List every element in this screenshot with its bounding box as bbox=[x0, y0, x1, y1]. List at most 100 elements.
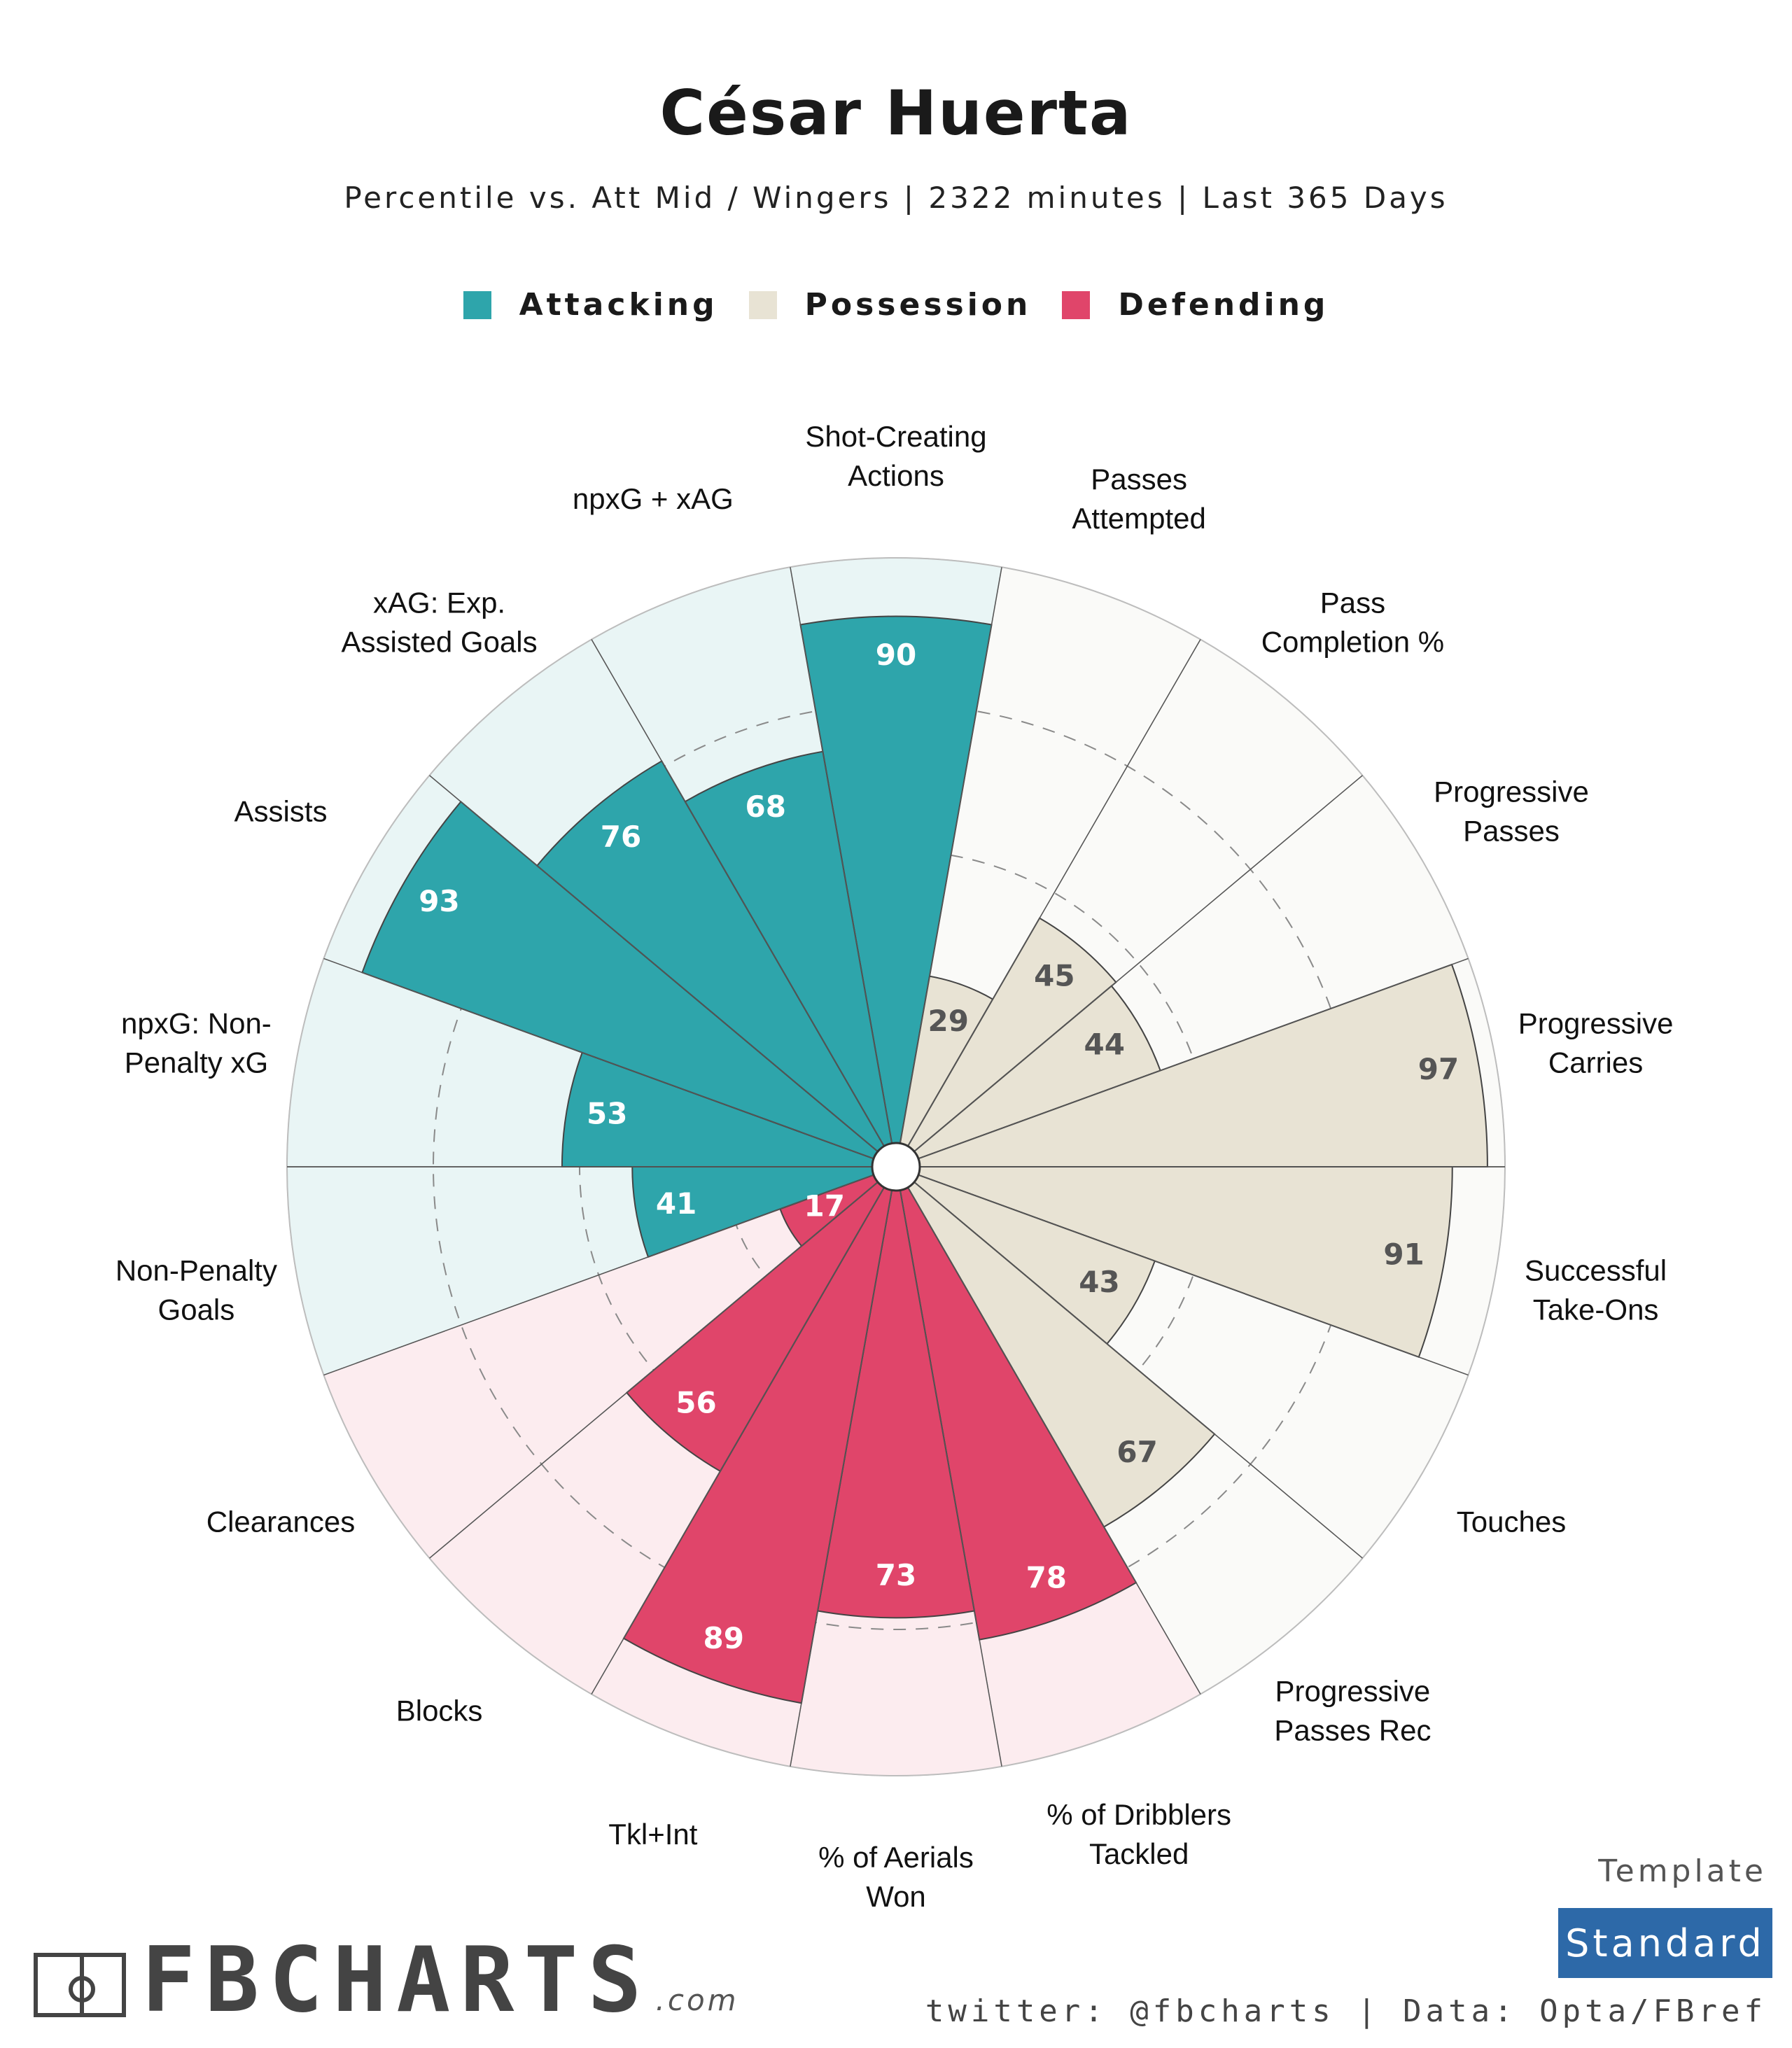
category-label-line: Assisted Goals bbox=[342, 625, 538, 658]
category-label-tkl-int: Tkl+Int bbox=[608, 1818, 698, 1851]
category-label-line: Penalty xG bbox=[125, 1046, 268, 1079]
value-label-successful-take-ons: 91 bbox=[1383, 1237, 1424, 1271]
divider-line bbox=[591, 639, 897, 1167]
category-label-line: Completion % bbox=[1261, 625, 1444, 658]
category-label-line: Progressive bbox=[1518, 1007, 1674, 1040]
category-label-assists: Assists bbox=[234, 795, 327, 828]
category-label-blocks: Blocks bbox=[396, 1695, 483, 1727]
chart-subtitle: Percentile vs. Att Mid / Wingers | 2322 … bbox=[344, 181, 1448, 215]
category-label-npxg-non-penalty-xg: npxG: Non- Penalty xG bbox=[121, 1007, 272, 1079]
category-label-passes-attempted: Passes Attempted bbox=[1072, 463, 1205, 535]
legend-label-defending: Defending bbox=[1118, 287, 1329, 323]
category-label-pass-completion: Pass Completion % bbox=[1261, 586, 1444, 658]
category-label-shot-creating-actions: Shot-Creating Actions bbox=[805, 420, 986, 492]
pitch-icon bbox=[34, 1953, 126, 2017]
divider-line bbox=[895, 567, 1002, 1167]
divider-line bbox=[429, 775, 897, 1167]
center-hole bbox=[871, 1142, 921, 1192]
category-label-line: % of Aerials bbox=[818, 1841, 974, 1874]
value-label-assists: 93 bbox=[419, 884, 459, 918]
category-label-line: Goals bbox=[158, 1293, 235, 1326]
value-label-passes-attempted: 29 bbox=[927, 1004, 968, 1038]
logo-suffix: .com bbox=[655, 1983, 739, 2017]
divider-line bbox=[895, 639, 1201, 1167]
value-label-progressive-passes-rec: 67 bbox=[1116, 1435, 1157, 1469]
divider-line bbox=[895, 958, 1469, 1167]
chart-title: César Huerta bbox=[659, 77, 1133, 149]
credits: twitter: @fbcharts | Data: Opta/FBref bbox=[925, 1993, 1767, 2029]
legend-item-attacking: Attacking bbox=[463, 287, 718, 323]
legend-item-possession: Possession bbox=[748, 287, 1032, 323]
category-label-line: npxG: Non- bbox=[121, 1007, 272, 1040]
divider-line bbox=[591, 1166, 897, 1695]
category-label-line: Take-Ons bbox=[1533, 1293, 1659, 1326]
category-label-line: Carries bbox=[1548, 1046, 1643, 1079]
category-label-line: Passes bbox=[1463, 815, 1560, 848]
category-label-line: Pass bbox=[1320, 586, 1385, 619]
category-label-line: Passes bbox=[1091, 463, 1187, 496]
value-label-touches: 43 bbox=[1079, 1265, 1119, 1299]
divider-line bbox=[895, 775, 1363, 1167]
divider-line bbox=[895, 1166, 1469, 1376]
divider-line bbox=[895, 1166, 1201, 1695]
category-label-line: Touches bbox=[1457, 1506, 1566, 1538]
bars bbox=[361, 615, 1488, 1704]
category-label-non-penalty-goals: Non-Penalty Goals bbox=[115, 1254, 277, 1326]
legend-item-defending: Defending bbox=[1062, 287, 1329, 323]
value-label-of-dribblers-tackled: 78 bbox=[1026, 1561, 1067, 1595]
category-label-progressive-carries: Progressive Carries bbox=[1518, 1007, 1674, 1079]
category-label-line: Assists bbox=[234, 795, 327, 828]
value-label-npxg-xag: 68 bbox=[746, 790, 786, 824]
category-label-line: % of Dribblers bbox=[1046, 1798, 1231, 1831]
value-label-pass-completion: 45 bbox=[1034, 959, 1074, 993]
divider-line bbox=[790, 1166, 897, 1767]
divider-line bbox=[429, 1166, 897, 1559]
category-label-line: xAG: Exp. bbox=[373, 586, 505, 619]
category-label-clearances: Clearances bbox=[206, 1506, 355, 1538]
legend-swatch-defending bbox=[1062, 290, 1091, 319]
template-badge: Standard bbox=[1558, 1908, 1772, 1978]
category-label-line: Shot-Creating bbox=[805, 420, 986, 453]
category-label-line: Progressive bbox=[1434, 776, 1589, 808]
category-label-line: Tackled bbox=[1089, 1837, 1189, 1870]
category-label-line: Won bbox=[866, 1880, 926, 1913]
divider-line bbox=[323, 1166, 897, 1376]
category-label-line: Non-Penalty bbox=[115, 1254, 277, 1286]
divider-line bbox=[323, 958, 897, 1167]
category-label-successful-take-ons: Successful Take-Ons bbox=[1525, 1254, 1667, 1326]
value-label-xag-exp-assisted-goals: 76 bbox=[601, 820, 641, 854]
divider-lines bbox=[287, 567, 1505, 1767]
value-labels: 90 29 45 44 97 91 43 67 78 73 89 56 17 41 53 93 76 68 bbox=[419, 638, 1459, 1655]
category-label-line: npxG + xAG bbox=[573, 482, 734, 515]
category-label-progressive-passes: Progressive Passes bbox=[1434, 776, 1589, 848]
value-label-blocks: 56 bbox=[676, 1386, 716, 1420]
value-label-non-penalty-goals: 41 bbox=[656, 1186, 696, 1221]
value-label-npxg-non-penalty-xg: 53 bbox=[587, 1097, 627, 1131]
logo-text: FBCHARTS bbox=[141, 1928, 652, 2033]
category-label-touches: Touches bbox=[1457, 1506, 1566, 1538]
legend-swatch-attacking bbox=[463, 290, 491, 319]
legend-swatch-possession bbox=[748, 290, 777, 319]
category-label-line: Tkl+Int bbox=[608, 1818, 698, 1851]
category-label-of-aerials-won: % of Aerials Won bbox=[818, 1841, 974, 1913]
divider-line bbox=[790, 567, 897, 1167]
category-label-line: Passes Rec bbox=[1274, 1714, 1431, 1747]
category-label-of-dribblers-tackled: % of Dribblers Tackled bbox=[1046, 1798, 1231, 1870]
divider-line bbox=[895, 1166, 1002, 1767]
category-label-line: Actions bbox=[848, 459, 944, 492]
category-label-line: Successful bbox=[1525, 1254, 1667, 1286]
template-label: Template bbox=[1598, 1853, 1767, 1889]
category-label-line: Progressive bbox=[1275, 1675, 1431, 1708]
category-labels: Shot-Creating Actions Passes Attempted Pass C… bbox=[115, 420, 1674, 1913]
value-label-tkl-int: 89 bbox=[704, 1621, 744, 1655]
value-label-progressive-passes: 44 bbox=[1084, 1027, 1125, 1062]
value-label-progressive-carries: 97 bbox=[1418, 1052, 1459, 1086]
value-label-shot-creating-actions: 90 bbox=[876, 638, 916, 672]
category-label-progressive-passes-rec: Progressive Passes Rec bbox=[1274, 1675, 1431, 1747]
category-label-line: Attempted bbox=[1072, 502, 1205, 535]
value-label-of-aerials-won: 73 bbox=[876, 1558, 916, 1592]
category-label-line: Blocks bbox=[396, 1695, 483, 1727]
legend-label-attacking: Attacking bbox=[519, 287, 718, 323]
value-label-clearances: 17 bbox=[804, 1189, 844, 1223]
